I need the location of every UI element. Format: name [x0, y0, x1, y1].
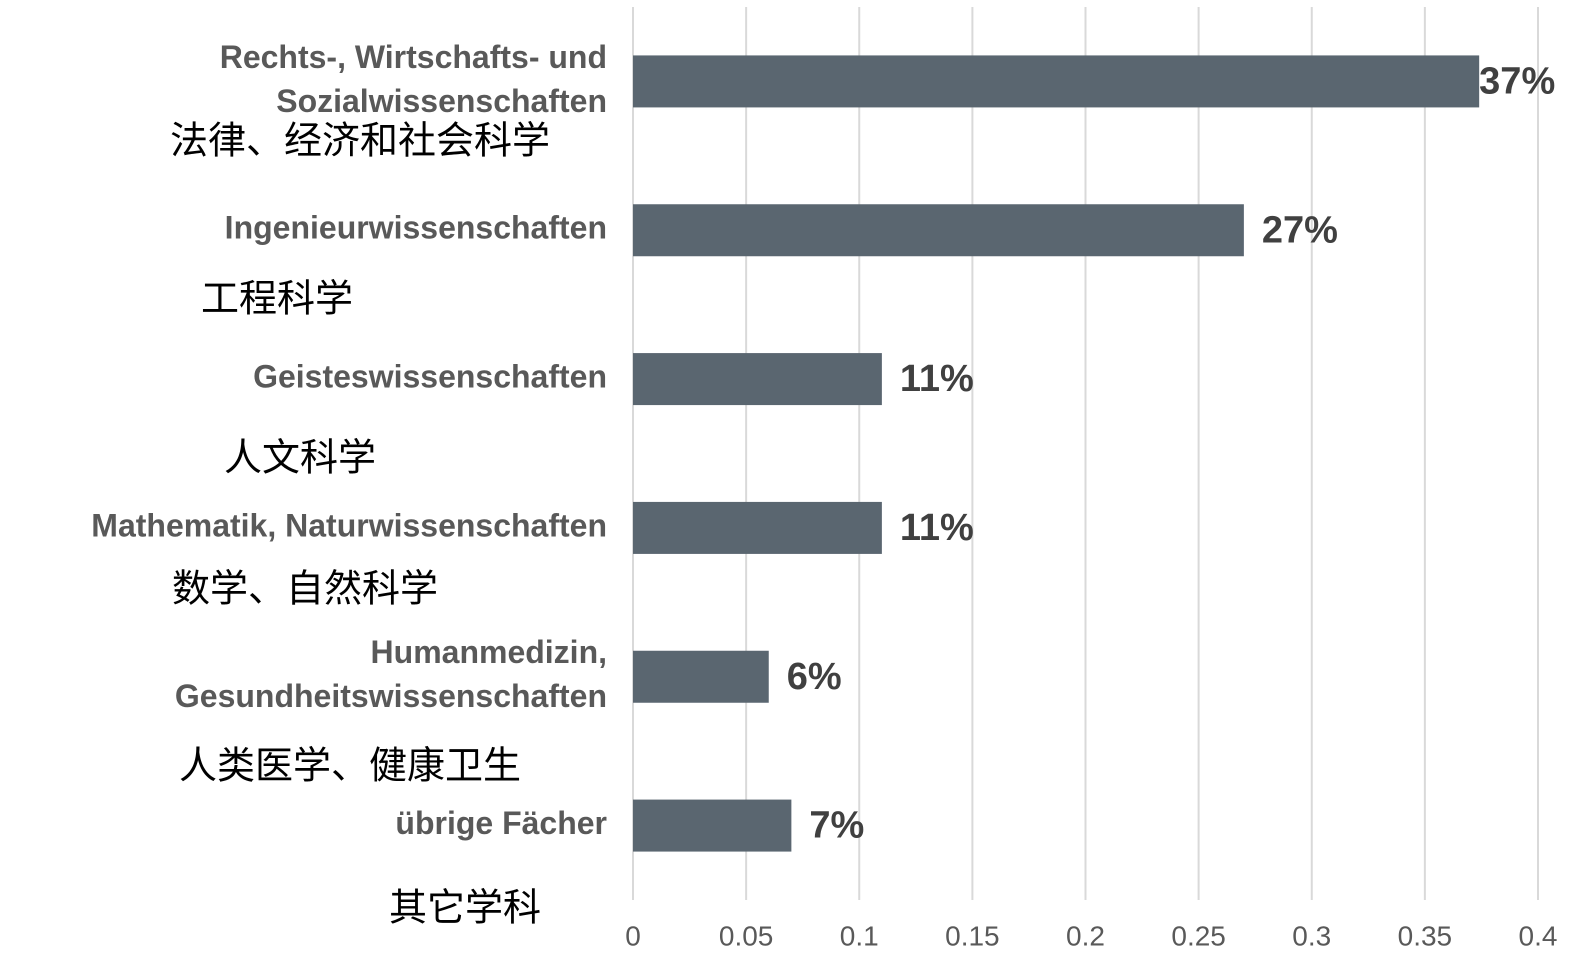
- x-tick-label: 0.35: [1398, 920, 1453, 951]
- y-tick-label: Humanmedizin,: [371, 634, 607, 670]
- x-tick-label: 0.15: [945, 920, 1000, 951]
- x-tick-label: 0.05: [719, 920, 774, 951]
- bar: [633, 353, 882, 406]
- y-tick-label: Mathematik, Naturwissenschaften: [91, 507, 607, 543]
- x-tick-label: 0.1: [840, 920, 879, 951]
- y-tick-label: Sozialwissenschaften: [276, 83, 607, 119]
- value-label: 6%: [787, 656, 842, 698]
- value-label: 11%: [900, 358, 974, 400]
- value-label: 7%: [809, 805, 864, 847]
- y-tick-label: Rechts-, Wirtschafts- und: [220, 39, 607, 75]
- translation-label: 其它学科: [389, 888, 541, 930]
- translation-label: 数学、自然科学: [172, 569, 438, 611]
- x-tick-label: 0.4: [1519, 920, 1558, 951]
- translation-label: 人文科学: [224, 438, 376, 480]
- translation-label: 人类医学、健康卫生: [179, 746, 521, 788]
- bar: [633, 55, 1480, 108]
- x-tick-label: 0.3: [1292, 920, 1331, 951]
- bar: [633, 501, 882, 554]
- y-tick-label: Ingenieurwissenschaften: [225, 210, 607, 246]
- bar: [633, 799, 792, 852]
- value-label: 11%: [900, 507, 974, 549]
- y-tick-label: übrige Fächer: [395, 805, 607, 841]
- translation-label: 法律、经济和社会科学: [170, 121, 550, 163]
- y-tick-label: Gesundheitswissenschaften: [175, 678, 607, 714]
- bar: [633, 650, 769, 703]
- x-tick-label: 0.25: [1171, 920, 1226, 951]
- value-label: 27%: [1262, 209, 1338, 251]
- translation-label: 工程科学: [201, 279, 353, 321]
- y-tick-label: Geisteswissenschaften: [253, 359, 607, 395]
- bar: [633, 204, 1244, 257]
- value-label: 37%: [1479, 60, 1555, 102]
- x-tick-label: 0.2: [1066, 920, 1105, 951]
- x-tick-label: 0: [625, 920, 641, 951]
